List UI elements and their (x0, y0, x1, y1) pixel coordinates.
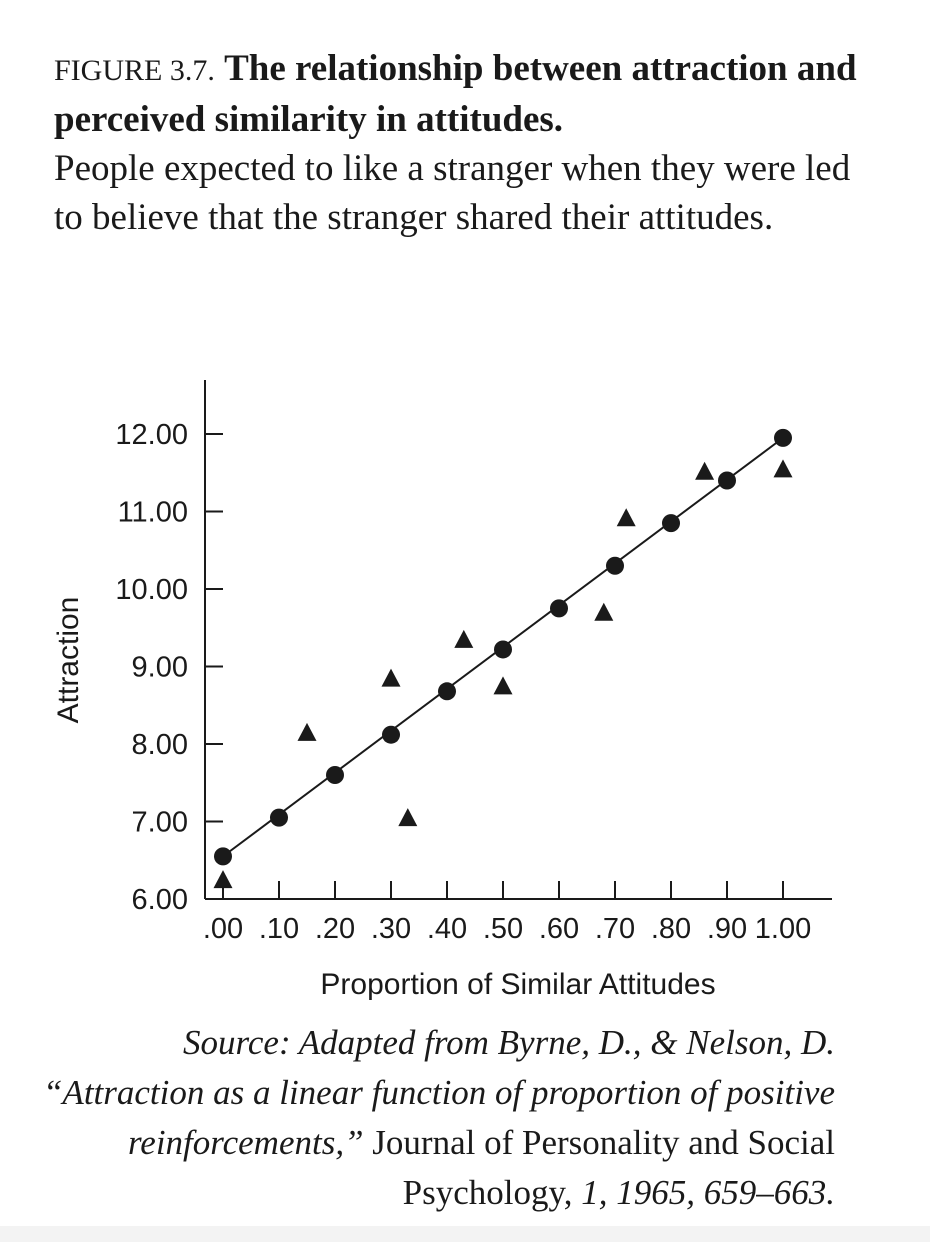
circle-point (606, 556, 624, 575)
triangle-point (594, 602, 614, 621)
source-citation-numbers: 1, 1965, 659–663. (581, 1173, 835, 1212)
y-axis-label: Attraction (52, 597, 85, 724)
x-tick-label: .90 (707, 913, 747, 945)
circle-point (270, 808, 288, 827)
triangle-point (398, 808, 418, 827)
source-citation: Source: Adapted from Byrne, D., & Nelson… (40, 1018, 835, 1218)
y-tick-label: 12.00 (115, 419, 188, 451)
y-axis-ticks: 6.00 7.00 8.00 9.00 10.00 11.00 12.00 (115, 419, 223, 916)
x-tick-label: .20 (315, 913, 355, 945)
circle-point (550, 599, 568, 618)
x-tick-label: .80 (651, 913, 691, 945)
circle-point (494, 640, 512, 659)
triangle-point (381, 668, 401, 687)
x-tick-label: .00 (203, 913, 243, 945)
y-tick-label: 11.00 (118, 497, 188, 529)
x-axis-ticks: .00 .10 .20 .30 .40 .50 .60 .70 .80 .90 1.00 (203, 881, 811, 945)
y-tick-label: 9.00 (132, 652, 188, 684)
circle-point (438, 682, 456, 701)
circle-point (718, 471, 736, 490)
x-tick-label: .10 (259, 913, 299, 945)
x-tick-label: .60 (539, 913, 579, 945)
page-bottom-edge (0, 1226, 930, 1242)
circle-point (662, 514, 680, 533)
x-tick-label: .70 (595, 913, 635, 945)
x-tick-label: 1.00 (755, 913, 811, 945)
y-tick-label: 10.00 (115, 574, 188, 606)
x-tick-label: .40 (427, 913, 467, 945)
source-journal: Journal of Personality and Social Psycho… (372, 1123, 835, 1212)
y-tick-label: 8.00 (132, 729, 188, 761)
triangle-point (773, 459, 793, 478)
figure-caption: FIGURE 3.7. The relationship between att… (54, 44, 874, 242)
triangle-point (616, 508, 636, 527)
circle-point (774, 428, 792, 447)
triangle-point (454, 629, 474, 648)
figure-label: FIGURE 3.7. (54, 54, 215, 87)
data-points (213, 428, 793, 889)
triangle-point (297, 722, 317, 741)
source-prefix: Source: Adapted from Byrne, D., & Nelson… (42, 1023, 835, 1162)
circle-point (326, 766, 344, 784)
scatter-chart: 6.00 7.00 8.00 9.00 10.00 11.00 12.00 .00 .10 .2… (52, 380, 832, 1001)
x-axis-label: Proportion of Similar Attitudes (320, 968, 715, 1001)
circle-point (382, 725, 400, 744)
x-tick-label: .50 (483, 913, 523, 945)
figure-description: People expected to like a stranger when … (54, 148, 851, 238)
circle-point (214, 847, 232, 866)
y-tick-label: 7.00 (132, 807, 188, 839)
triangle-point (213, 870, 233, 889)
figure-title: The relationship between attraction and … (54, 48, 857, 140)
y-tick-label: 6.00 (132, 884, 188, 916)
x-tick-label: .30 (371, 913, 411, 945)
chart-axes (204, 380, 832, 900)
triangle-point (695, 461, 715, 480)
triangle-point (493, 676, 513, 695)
